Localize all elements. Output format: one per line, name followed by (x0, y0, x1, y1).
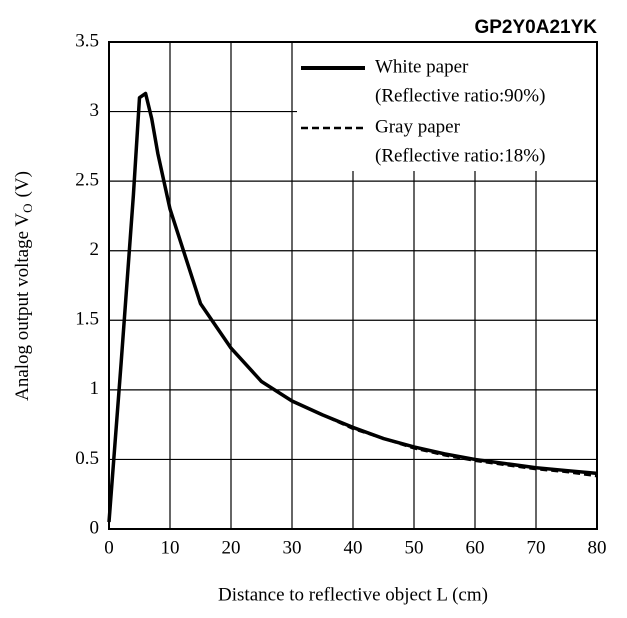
x-tick-label: 0 (104, 537, 114, 558)
legend-label: Gray paper (375, 116, 461, 137)
plot-frame (108, 41, 598, 530)
y-tick-label: 0 (90, 517, 100, 538)
x-tick-label: 10 (161, 537, 180, 558)
legend-description: (Reflective ratio:18%) (375, 145, 545, 166)
legend-description: (Reflective ratio:90%) (375, 85, 545, 106)
x-tick-label: 70 (527, 537, 546, 558)
x-tick-label: 80 (588, 537, 607, 558)
line-series (107, 92, 598, 523)
chart-title: GP2Y0A21YK (474, 17, 597, 38)
x-axis-label: Distance to reflective object L (cm) (218, 584, 488, 605)
y-tick-label: 1.5 (75, 309, 99, 330)
legend-label: White paper (375, 56, 469, 77)
x-tick-label: 30 (283, 537, 302, 558)
y-tick-label: 2 (90, 239, 100, 260)
y-axis-label-text: Analog output voltage V (12, 213, 33, 401)
x-tick-label: 20 (222, 537, 241, 558)
y-tick-label: 3.5 (75, 30, 99, 51)
y-tick-label: 1 (90, 378, 100, 399)
y-axis-label-unit: (V) (12, 171, 33, 197)
y-tick-label: 3 (90, 100, 100, 121)
x-tick-label: 60 (466, 537, 485, 558)
y-tick-label: 2.5 (75, 170, 99, 191)
y-tick-label: 0.5 (75, 448, 99, 469)
x-tick-label: 50 (405, 537, 424, 558)
y-axis-label: Analog output voltage VO (V) (12, 171, 35, 401)
legend-box (297, 43, 596, 171)
x-tick-label: 40 (344, 537, 363, 558)
y-axis-label-subscript: O (20, 203, 35, 212)
